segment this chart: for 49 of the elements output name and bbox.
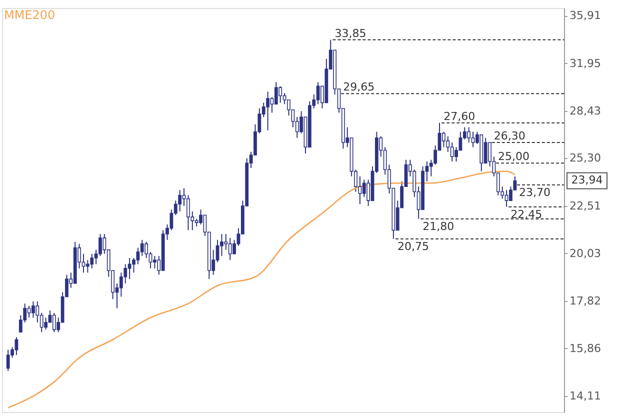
candlestick bbox=[362, 179, 366, 198]
candlestick bbox=[98, 234, 102, 256]
y-tick-label: 22,51 bbox=[570, 199, 601, 212]
y-tick-label: 31,95 bbox=[570, 56, 601, 70]
candlestick bbox=[27, 305, 31, 318]
candlestick bbox=[220, 234, 224, 256]
ref-line-label: 22,45 bbox=[510, 208, 542, 221]
ref-line-label: 25,00 bbox=[498, 150, 530, 164]
y-tick-label: 14,11 bbox=[570, 389, 601, 402]
text: MME200 bbox=[4, 8, 56, 22]
y-tick-label: 25,30 bbox=[570, 152, 601, 165]
candlestick bbox=[6, 349, 10, 372]
candlestick bbox=[224, 234, 228, 250]
candlestick bbox=[471, 131, 475, 148]
candlestick bbox=[86, 260, 90, 274]
candlestick bbox=[140, 239, 144, 256]
candlestick bbox=[44, 317, 48, 330]
candlestick bbox=[442, 131, 446, 148]
candlestick bbox=[274, 82, 278, 105]
ref-line-label: 23,70 bbox=[519, 186, 550, 199]
candlestick bbox=[186, 194, 190, 231]
candlestick bbox=[52, 312, 56, 333]
ref-line-label: 27,60 bbox=[444, 110, 476, 123]
candlestick bbox=[119, 272, 123, 298]
y-tick-label: 15,86 bbox=[570, 342, 601, 355]
candlestick bbox=[484, 137, 488, 164]
candlestick bbox=[144, 241, 148, 258]
candlestick bbox=[124, 264, 128, 284]
ref-line-label: 26,30 bbox=[494, 129, 526, 142]
candlestick bbox=[467, 126, 471, 143]
ref-line-label: 21,80 bbox=[422, 220, 454, 233]
ref-line-label: 20,75 bbox=[398, 240, 430, 253]
candlestick bbox=[228, 237, 232, 261]
candlestick bbox=[90, 253, 94, 269]
y-tick-label: 20,03 bbox=[570, 246, 601, 260]
candlestick bbox=[14, 336, 18, 356]
y-tick-label: 35,91 bbox=[570, 9, 601, 22]
candlestick bbox=[152, 255, 156, 269]
candlestick bbox=[128, 257, 132, 280]
y-tick-label: 17,82 bbox=[570, 294, 601, 308]
text: 23,94 bbox=[571, 174, 603, 187]
candlestick bbox=[266, 91, 270, 131]
y-tick-label: 28,43 bbox=[570, 104, 601, 118]
candlestick bbox=[450, 142, 454, 162]
ref-line-label: 29,65 bbox=[343, 80, 375, 94]
ref-line-label: 33,85 bbox=[334, 26, 366, 40]
candlestick bbox=[178, 190, 182, 212]
candlestick bbox=[32, 300, 35, 318]
candlestick bbox=[278, 86, 282, 104]
